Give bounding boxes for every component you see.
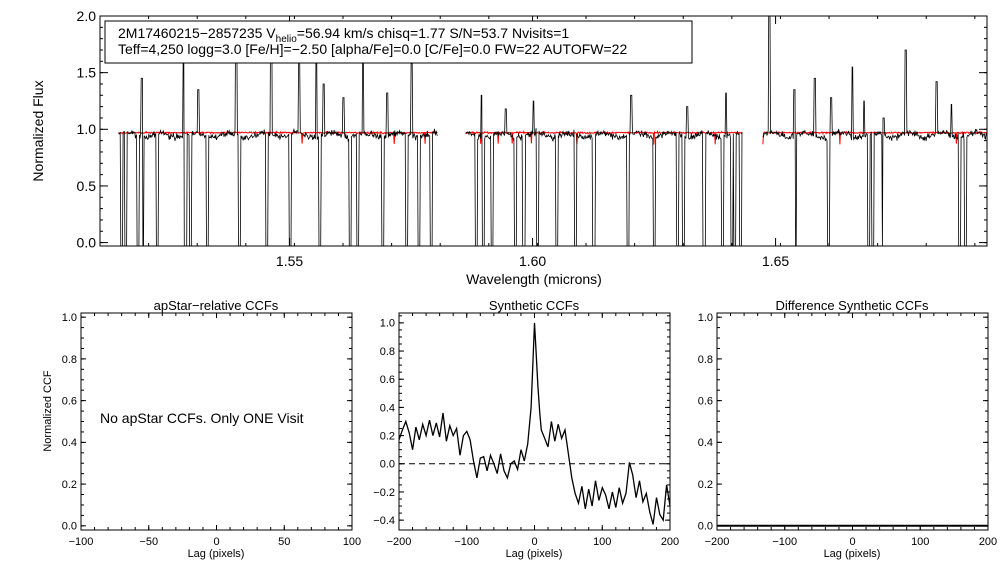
difference-ccf-x-label: Lag (pixels) xyxy=(824,548,881,560)
x-tick-label: −50 xyxy=(139,536,158,548)
x-tick-label: −200 xyxy=(705,536,730,548)
y-tick-label: 0.2 xyxy=(62,479,77,491)
difference-ccf-panel: Difference Synthetic CCFs −200 −100 0 100 20… xyxy=(698,298,997,560)
x-tick-label: 1.60 xyxy=(519,253,546,269)
info-line-2: Teff=4,250 logg=3.0 [Fe/H]=−2.50 [alpha/… xyxy=(118,41,627,57)
x-tick-label: 1.65 xyxy=(762,253,789,269)
x-tick-label: 1.55 xyxy=(276,253,303,269)
info-line-1: 2M17460215−2857235 Vhelio=56.94 km/s chi… xyxy=(118,25,569,45)
synthetic-ccf-x-label: Lag (pixels) xyxy=(506,548,563,560)
y-tick-label: 2.0 xyxy=(77,8,97,24)
difference-ccf-title: Difference Synthetic CCFs xyxy=(776,298,929,313)
model-spectrum-line xyxy=(762,130,987,145)
x-tick-label: −200 xyxy=(387,536,412,548)
apstar-ccf-x-label: Lag (pixels) xyxy=(188,548,245,560)
spectrum-y-label: Normalized Flux xyxy=(30,80,46,181)
y-tick-label: 0.0 xyxy=(62,521,77,533)
y-tick-label: −0.2 xyxy=(373,487,395,499)
y-tick-label: 0.4 xyxy=(62,437,77,449)
y-tick-label: 1.0 xyxy=(77,121,97,137)
info-box xyxy=(104,20,693,64)
spectrum-panel: 1.55 1.60 1.65 0.0 0.5 1.0 1.5 2.0 2M17460215−2… xyxy=(30,8,988,287)
y-tick-label: 0.0 xyxy=(380,459,395,471)
synthetic-ccf-frame xyxy=(398,312,671,531)
y-tick-label: 0.8 xyxy=(380,346,395,358)
synthetic-ccf-line xyxy=(398,322,671,525)
x-tick-label: 0 xyxy=(531,536,537,548)
x-tick-label: 100 xyxy=(911,536,929,548)
y-tick-label: 1.0 xyxy=(380,318,395,330)
x-tick-label: 200 xyxy=(661,536,679,548)
spectrum-frame xyxy=(99,15,988,247)
observed-spectrum-line xyxy=(118,21,438,246)
apstar-ccf-title: apStar−relative CCFs xyxy=(154,298,279,313)
observed-spectrum-line xyxy=(465,92,743,246)
y-tick-label: 0.2 xyxy=(380,430,395,442)
x-tick-label: 0 xyxy=(849,536,855,548)
y-tick-label: 0.6 xyxy=(380,374,395,386)
apstar-ccf-y-label: Normalized CCF xyxy=(42,370,54,452)
y-tick-label: 0.4 xyxy=(698,437,713,449)
synthetic-ccf-panel: Synthetic CCFs −200 −100 0 100 200 −0.4 −0.2 0.… xyxy=(373,298,679,560)
y-tick-label: 0.6 xyxy=(62,395,77,407)
no-ccf-message: No apStar CCFs. Only ONE Visit xyxy=(100,410,304,426)
x-tick-label: −100 xyxy=(69,536,94,548)
x-tick-label: 50 xyxy=(278,536,290,548)
y-tick-label: 0.8 xyxy=(698,354,713,366)
y-tick-label: −0.4 xyxy=(373,515,395,527)
spectrum-x-label: Wavelength (microns) xyxy=(466,271,602,287)
x-tick-label: 200 xyxy=(979,536,997,548)
x-tick-label: 0 xyxy=(213,536,219,548)
y-tick-label: 1.0 xyxy=(62,312,77,324)
difference-ccf-frame xyxy=(716,312,989,531)
x-tick-label: −100 xyxy=(454,536,479,548)
y-tick-label: 0.2 xyxy=(698,479,713,491)
y-tick-label: 0.0 xyxy=(698,521,713,533)
y-tick-label: 0.5 xyxy=(77,178,97,194)
synthetic-ccf-title: Synthetic CCFs xyxy=(489,298,580,313)
x-tick-label: −100 xyxy=(772,536,797,548)
y-tick-label: 0.0 xyxy=(77,235,97,251)
x-tick-label: 100 xyxy=(593,536,611,548)
observed-spectrum-line xyxy=(762,16,987,246)
y-tick-label: 1.0 xyxy=(698,312,713,324)
y-tick-label: 1.5 xyxy=(77,65,97,81)
x-tick-label: 100 xyxy=(343,536,361,548)
apstar-ccf-panel: apStar−relative CCFs −100 −50 0 50 100 0.0 0.2… xyxy=(42,298,361,560)
y-tick-label: 0.4 xyxy=(380,402,395,414)
model-spectrum-line xyxy=(118,130,438,145)
y-tick-label: 0.8 xyxy=(62,354,77,366)
y-tick-label: 0.6 xyxy=(698,395,713,407)
